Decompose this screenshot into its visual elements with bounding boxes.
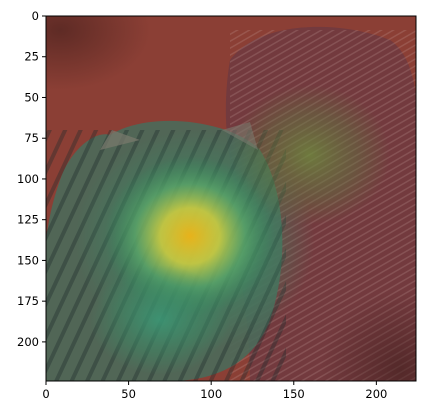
tiger-ear-left	[100, 130, 140, 150]
x-tick-label: 100	[200, 387, 222, 401]
y-tick-label: 50	[24, 90, 39, 104]
y-tick-label: 150	[17, 253, 39, 267]
y-tick-label: 125	[17, 213, 39, 227]
y-tick-label: 100	[17, 172, 39, 186]
x-axis: 0 50 100 150 200	[42, 381, 387, 401]
x-tick-label: 50	[121, 387, 136, 401]
y-tick-label: 75	[24, 131, 39, 145]
y-tick-label: 175	[17, 294, 39, 308]
x-tick-label: 0	[42, 387, 49, 401]
x-tick-label: 150	[283, 387, 305, 401]
y-tick-label: 25	[24, 50, 39, 64]
tiger-ear-right	[222, 122, 258, 150]
plot-frame	[45, 15, 417, 382]
y-tick-label: 0	[32, 9, 39, 23]
y-tick-label: 200	[17, 335, 39, 349]
x-tick-label: 200	[365, 387, 387, 401]
y-axis: 0 25 50 75 100 125 150 175 200	[17, 9, 46, 349]
